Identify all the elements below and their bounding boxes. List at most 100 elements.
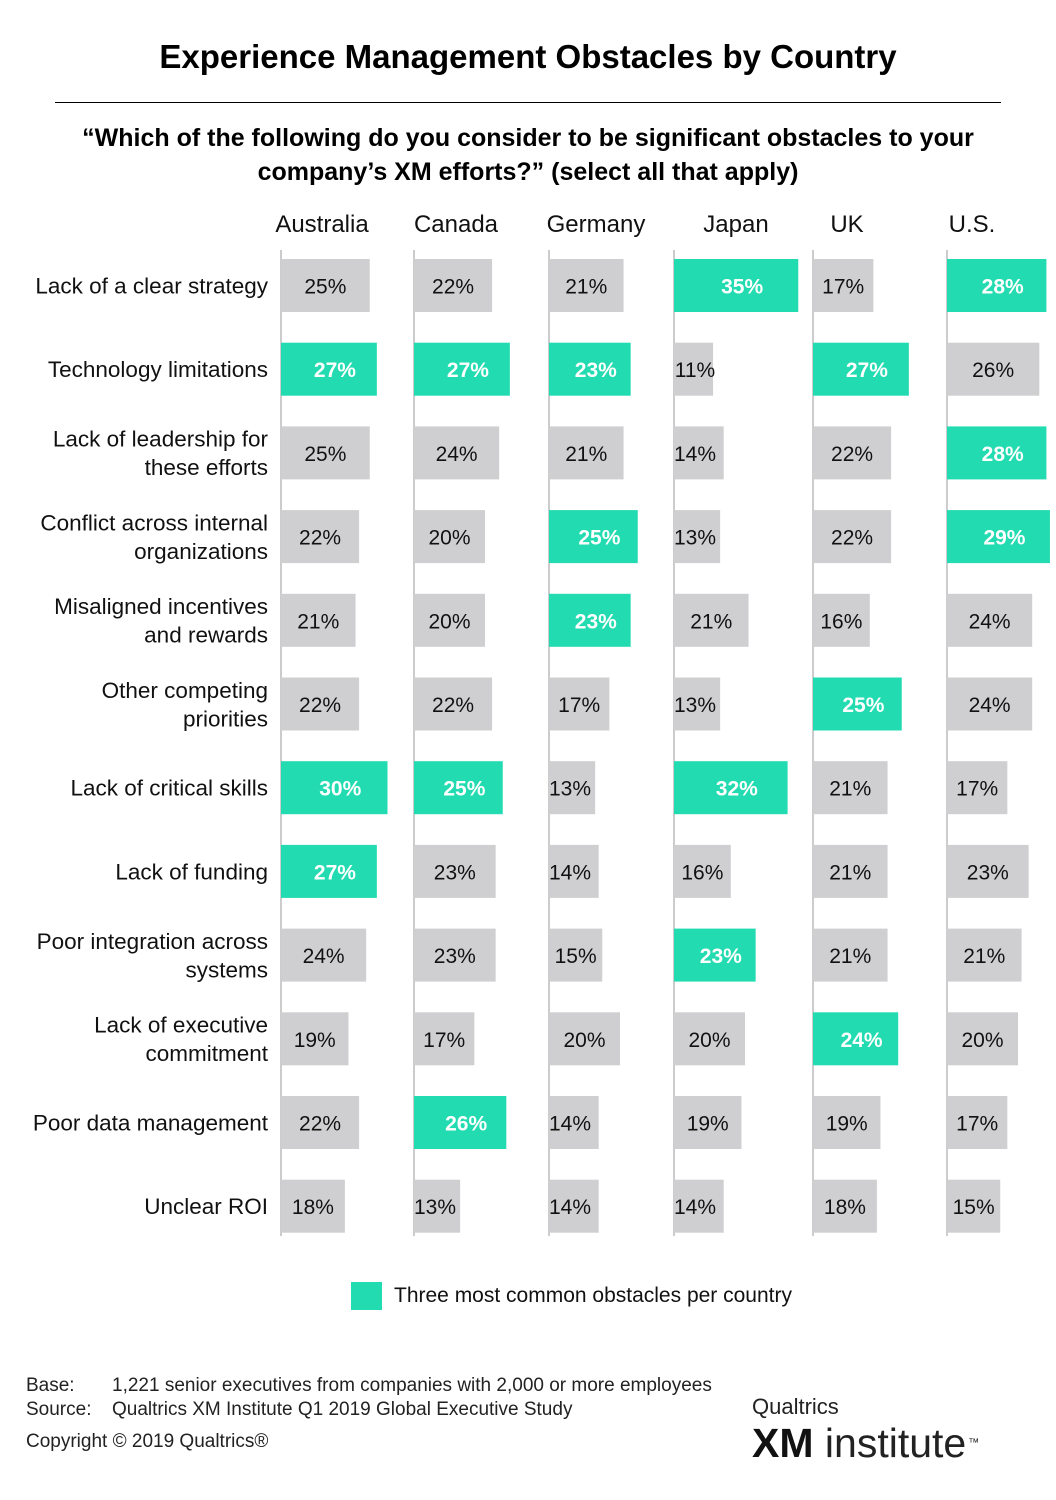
bar-japan-conflict-across-internal-organizations: [674, 510, 721, 564]
legend-label: Three most common obstacles per country: [394, 1284, 792, 1307]
value-label-canada-lack-of-funding: 23%: [434, 861, 476, 884]
bar-japan-lack-of-executive-commitment: [674, 1012, 745, 1066]
logo-trademark: ™: [968, 1437, 980, 1449]
value-label-japan-lack-of-critical-skills: 32%: [716, 778, 758, 801]
value-label-germany-other-competing-priorities: 17%: [558, 694, 600, 717]
row-label-other-competing-priorities-line2: priorities: [183, 706, 268, 731]
value-label-uk-lack-of-a-clear-strategy: 17%: [822, 276, 864, 299]
value-label-u-s-poor-data-management: 17%: [956, 1113, 998, 1136]
value-label-australia-lack-of-leadership-for-these-efforts: 25%: [304, 443, 346, 466]
bar-canada-lack-of-a-clear-strategy: [414, 259, 493, 312]
bar-germany-poor-data-management: [549, 1096, 599, 1149]
value-label-uk-poor-integration-across-systems: 21%: [829, 945, 871, 968]
value-label-germany-lack-of-executive-commitment: 20%: [563, 1029, 605, 1052]
survey-question: “Which of the following do you consider …: [82, 124, 974, 186]
value-label-australia-other-competing-priorities: 22%: [299, 694, 341, 717]
source-text: Qualtrics XM Institute Q1 2019 Global Ex…: [112, 1399, 573, 1420]
column-header-u-s: U.S.: [949, 211, 996, 238]
value-label-australia-lack-of-funding: 27%: [314, 861, 356, 884]
row-label-technology-limitations: Technology limitations: [48, 357, 268, 382]
bar-u-s-lack-of-a-clear-strategy: [947, 259, 1047, 312]
bar-australia-poor-data-management: [281, 1096, 360, 1149]
bar-germany-misaligned-incentives-and-rewards: [549, 593, 631, 647]
bar-canada-lack-of-critical-skills: [414, 761, 503, 815]
bar-germany-lack-of-leadership-for-these-efforts: [549, 426, 624, 480]
row-label-poor-data-management: Poor data management: [33, 1111, 269, 1136]
bar-japan-lack-of-funding: [674, 844, 731, 898]
bar-uk-lack-of-leadership-for-these-efforts: [813, 426, 892, 480]
bar-japan-lack-of-a-clear-strategy: [674, 259, 799, 312]
bar-u-s-technology-limitations: [947, 342, 1040, 396]
bar-japan-lack-of-leadership-for-these-efforts: [674, 426, 724, 480]
value-label-japan-other-competing-priorities: 13%: [674, 694, 716, 717]
column-header-japan: Japan: [703, 211, 768, 238]
value-label-u-s-lack-of-leadership-for-these-efforts: 28%: [982, 443, 1024, 466]
bar-australia-unclear-roi: [281, 1179, 345, 1233]
value-label-germany-poor-data-management: 14%: [549, 1113, 591, 1136]
row-label-lack-of-leadership-for-these-efforts-line2: these efforts: [145, 455, 268, 480]
bar-canada-poor-data-management: [414, 1096, 507, 1149]
bar-australia-lack-of-executive-commitment: [281, 1012, 349, 1066]
bar-australia-poor-integration-across-systems: [281, 928, 367, 982]
bar-germany-poor-integration-across-systems: [549, 928, 603, 982]
row-label-poor-integration-across-systems-line1: Poor integration across: [37, 929, 268, 954]
bar-uk-poor-data-management: [813, 1096, 881, 1149]
bar-australia-technology-limitations: [281, 342, 377, 396]
bar-u-s-other-competing-priorities: [947, 677, 1033, 731]
value-label-japan-conflict-across-internal-organizations: 13%: [674, 527, 716, 550]
bar-japan-other-competing-priorities: [674, 677, 721, 731]
value-label-australia-lack-of-critical-skills: 30%: [319, 778, 361, 801]
row-label-unclear-roi: Unclear ROI: [144, 1194, 268, 1219]
column-header-uk: UK: [830, 211, 863, 238]
value-label-japan-poor-integration-across-systems: 23%: [700, 945, 742, 968]
bar-u-s-poor-data-management: [947, 1096, 1008, 1149]
value-label-australia-technology-limitations: 27%: [314, 359, 356, 382]
value-label-japan-lack-of-executive-commitment: 20%: [688, 1029, 730, 1052]
value-label-germany-lack-of-a-clear-strategy: 21%: [565, 276, 607, 299]
value-label-germany-conflict-across-internal-organizations: 25%: [578, 527, 620, 550]
value-label-uk-conflict-across-internal-organizations: 22%: [831, 527, 873, 550]
value-label-canada-unclear-roi: 13%: [414, 1196, 456, 1219]
logo-xm-institute: XM institute ™: [752, 1420, 1032, 1466]
bar-australia-lack-of-a-clear-strategy: [281, 259, 370, 312]
value-label-uk-other-competing-priorities: 25%: [842, 694, 884, 717]
value-label-canada-other-competing-priorities: 22%: [432, 694, 474, 717]
value-label-u-s-technology-limitations: 26%: [972, 359, 1014, 382]
bar-u-s-unclear-roi: [947, 1179, 1001, 1233]
bar-australia-lack-of-leadership-for-these-efforts: [281, 426, 370, 480]
value-label-germany-lack-of-funding: 14%: [549, 861, 591, 884]
bar-u-s-lack-of-funding: [947, 844, 1029, 898]
bar-germany-lack-of-a-clear-strategy: [549, 259, 624, 312]
bar-germany-unclear-roi: [549, 1179, 599, 1233]
bar-germany-other-competing-priorities: [549, 677, 610, 731]
bar-uk-poor-integration-across-systems: [813, 928, 888, 982]
value-label-u-s-poor-integration-across-systems: 21%: [963, 945, 1005, 968]
value-label-australia-poor-integration-across-systems: 24%: [303, 945, 345, 968]
row-label-lack-of-leadership-for-these-efforts-line1: Lack of leadership for: [53, 427, 269, 452]
base-text: 1,221 senior executives from companies w…: [112, 1375, 712, 1396]
bar-australia-conflict-across-internal-organizations: [281, 510, 360, 564]
value-label-canada-poor-data-management: 26%: [445, 1113, 487, 1136]
bar-u-s-lack-of-critical-skills: [947, 761, 1008, 815]
logo-qualtrics-text: Qualtrics: [752, 1394, 839, 1419]
value-label-japan-lack-of-a-clear-strategy: 35%: [721, 276, 763, 299]
bar-australia-lack-of-funding: [281, 844, 377, 898]
value-label-u-s-lack-of-executive-commitment: 20%: [961, 1029, 1003, 1052]
value-label-australia-lack-of-executive-commitment: 19%: [294, 1029, 336, 1052]
bar-japan-unclear-roi: [674, 1179, 724, 1233]
value-label-uk-lack-of-critical-skills: 21%: [829, 778, 871, 801]
value-label-u-s-lack-of-a-clear-strategy: 28%: [982, 276, 1024, 299]
bar-u-s-poor-integration-across-systems: [947, 928, 1022, 982]
bar-germany-lack-of-funding: [549, 844, 599, 898]
bar-canada-poor-integration-across-systems: [414, 928, 496, 982]
value-label-canada-lack-of-a-clear-strategy: 22%: [432, 276, 474, 299]
value-label-uk-lack-of-leadership-for-these-efforts: 22%: [831, 443, 873, 466]
footer: Base: 1,221 senior executives from compa…: [26, 1374, 722, 1454]
bar-u-s-misaligned-incentives-and-rewards: [947, 593, 1033, 647]
footer-source: Source: Qualtrics XM Institute Q1 2019 G…: [26, 1398, 722, 1422]
row-label-poor-integration-across-systems-line2: systems: [185, 957, 268, 982]
bar-canada-lack-of-funding: [414, 844, 496, 898]
value-label-u-s-unclear-roi: 15%: [953, 1196, 995, 1219]
row-label-lack-of-funding: Lack of funding: [115, 859, 268, 884]
value-label-germany-unclear-roi: 14%: [549, 1196, 591, 1219]
